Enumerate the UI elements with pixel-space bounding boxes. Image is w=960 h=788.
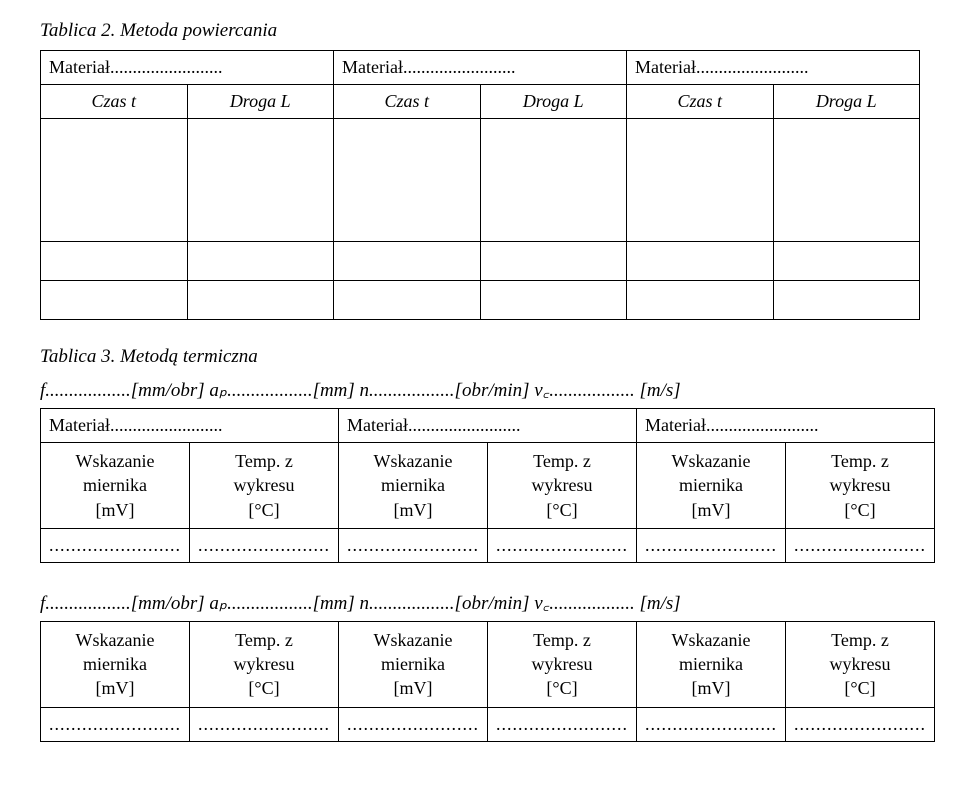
t2-data-row1 [41,119,920,242]
t2-h2a: Czas t [384,91,429,111]
t2-h3b: Droga L [816,91,877,111]
t3-h1: Wskazaniemiernika[mV] [41,443,190,529]
table3-params1: f..................[mm/obr] aₚ..........… [40,376,920,402]
t3b-h5: Wskazaniemiernika[mV] [637,621,786,707]
t3b-d6: ........................ [786,707,935,741]
t3-h3: Wskazaniemiernika[mV] [339,443,488,529]
table2-title: Tablica 2. Metoda powiercania [40,20,920,42]
table3-block1: Materiał......................... Materi… [40,408,935,563]
t2-h2b: Droga L [523,91,584,111]
t3-d2: ........................ [190,528,339,562]
t3-d1: ........................ [41,528,190,562]
t3-d5: ........................ [637,528,786,562]
t2-mat2: Materiał......................... [334,51,627,85]
t3-dots-row: ........................ ...............… [41,528,935,562]
t3b-header-row: Wskazaniemiernika[mV] Temp. zwykresu[°C]… [41,621,935,707]
t3-d3: ........................ [339,528,488,562]
t2-h3a: Czas t [677,91,722,111]
t3b-h3: Wskazaniemiernika[mV] [339,621,488,707]
t3b-h1: Wskazaniemiernika[mV] [41,621,190,707]
t3b-dots-row: ........................ ...............… [41,707,935,741]
table3-title: Tablica 3. Metodą termiczna [40,346,920,368]
t3-header-row: Wskazaniemiernika[mV] Temp. zwykresu[°C]… [41,443,935,529]
table3-params2: f..................[mm/obr] aₚ..........… [40,589,920,615]
t2-data-row3 [41,281,920,320]
t2-mat1: Materiał......................... [41,51,334,85]
t3b-d1: ........................ [41,707,190,741]
t3b-d3: ........................ [339,707,488,741]
t3b-h4: Temp. zwykresu[°C] [488,621,637,707]
t2-mat3: Materiał......................... [627,51,920,85]
t2-data-row2 [41,242,920,281]
t3-mat2: Materiał......................... [339,409,637,443]
t3-mat3: Materiał......................... [637,409,935,443]
t3b-d5: ........................ [637,707,786,741]
table2-material-row: Materiał......................... Materi… [40,50,920,320]
table3-block2: Wskazaniemiernika[mV] Temp. zwykresu[°C]… [40,621,935,742]
t2-header-row: Czas t Droga L Czas t Droga L Czas t Dro… [41,85,920,119]
t2-h1b: Droga L [230,91,291,111]
t3b-d4: ........................ [488,707,637,741]
t3-h4: Temp. zwykresu[°C] [488,443,637,529]
t3b-h2: Temp. zwykresu[°C] [190,621,339,707]
t3-d6: ........................ [786,528,935,562]
t3-h2: Temp. zwykresu[°C] [190,443,339,529]
t2-h1a: Czas t [91,91,136,111]
t3b-h6: Temp. zwykresu[°C] [786,621,935,707]
t3-h6: Temp. zwykresu[°C] [786,443,935,529]
t3b-d2: ........................ [190,707,339,741]
t3-h5: Wskazaniemiernika[mV] [637,443,786,529]
t3-mat1: Materiał......................... [41,409,339,443]
t3-d4: ........................ [488,528,637,562]
